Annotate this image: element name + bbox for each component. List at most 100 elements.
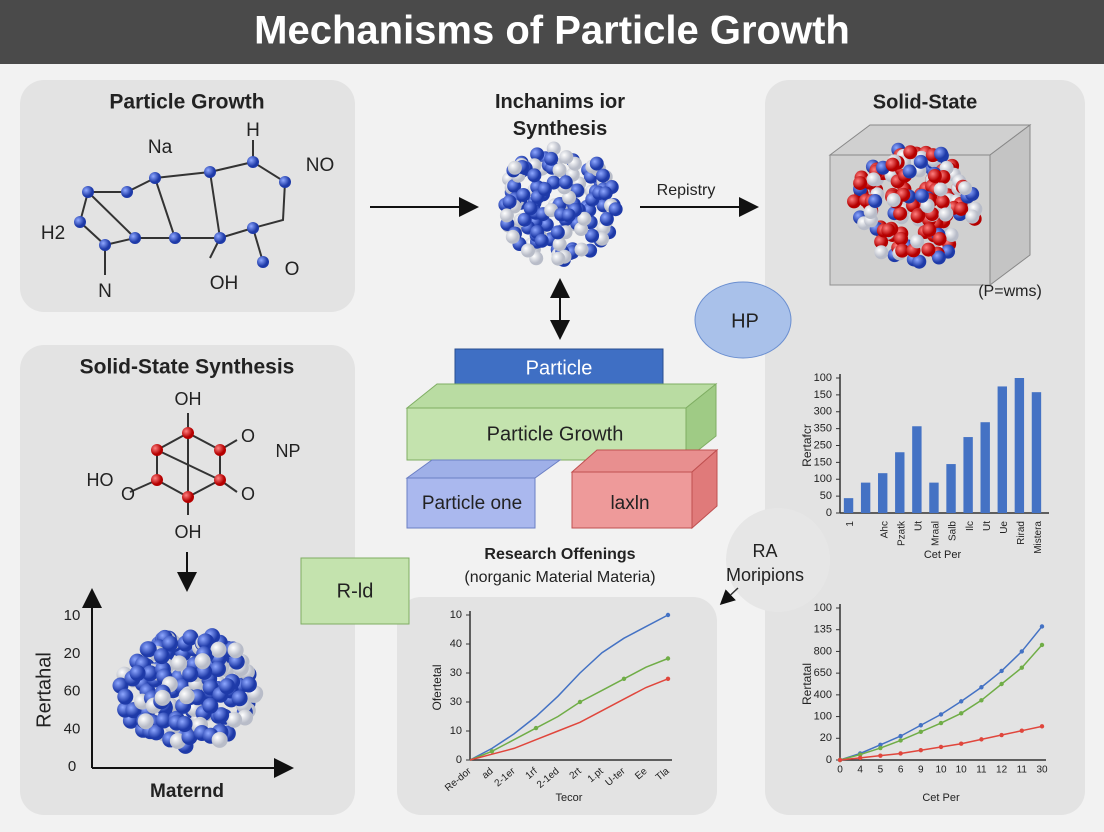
- bar: [878, 473, 888, 513]
- point: [533, 725, 539, 731]
- point: [665, 612, 671, 618]
- x-tick-label: 4: [857, 765, 863, 776]
- sphere: [227, 642, 244, 659]
- y-tick-label: 50: [820, 490, 832, 502]
- block: [406, 477, 536, 529]
- line: [469, 678, 669, 761]
- sphere: [589, 156, 604, 171]
- x-tick-label: 6: [898, 765, 904, 776]
- bar: [963, 437, 973, 513]
- bar: [929, 482, 939, 513]
- sphere: [137, 713, 154, 730]
- point: [898, 738, 903, 743]
- y-tick-label: 800: [814, 645, 832, 657]
- sphere: [197, 633, 214, 650]
- bubble-label: HP: [731, 310, 759, 332]
- sphere: [552, 163, 567, 178]
- sphere: [521, 243, 536, 258]
- line: [469, 614, 669, 761]
- sphere: [219, 678, 236, 695]
- x-axis-title: Tecor: [556, 792, 583, 804]
- block: [571, 471, 693, 529]
- point: [959, 711, 964, 716]
- sphere: [209, 661, 226, 678]
- x-tick-label: 10: [956, 765, 968, 776]
- y-tick-label: 30: [450, 696, 462, 708]
- point: [837, 757, 843, 763]
- sphere: [934, 146, 949, 161]
- sphere: [530, 147, 545, 162]
- sphere: [154, 689, 171, 706]
- atom-label: H2: [41, 223, 65, 244]
- bar: [1031, 392, 1042, 513]
- sphere: [932, 231, 947, 246]
- x-axis-title: Cet Per: [922, 792, 960, 804]
- sphere: [922, 222, 937, 237]
- atom-label: O: [241, 484, 255, 504]
- point: [577, 699, 583, 705]
- sphere: [863, 204, 878, 219]
- x-tick-label: Pzatk: [896, 520, 907, 546]
- y-tick-label: 10: [450, 725, 462, 737]
- x-tick-label: 1: [845, 521, 856, 527]
- atom-label: NP: [275, 441, 300, 461]
- x-tick-label: 10: [935, 765, 947, 776]
- bubble: [726, 508, 830, 612]
- axis-title: Maternd: [150, 781, 224, 802]
- sphere: [598, 186, 613, 201]
- point: [489, 749, 495, 754]
- sphere: [585, 228, 600, 243]
- page-title: Mechanisms of Particle Growth: [254, 9, 850, 53]
- point: [1039, 624, 1045, 629]
- point: [938, 744, 944, 750]
- bar: [1014, 378, 1025, 513]
- arrow: [719, 587, 739, 606]
- sphere: [847, 194, 862, 209]
- y-tick-label: 30: [450, 667, 462, 679]
- panel: [397, 597, 717, 815]
- panel-title: Solid-State: [873, 91, 977, 113]
- axis-label: 10: [64, 607, 81, 624]
- axis-title: Rertahal: [33, 652, 55, 728]
- sphere: [902, 164, 917, 179]
- point: [959, 741, 964, 746]
- block-label: Particle Growth: [487, 423, 624, 445]
- crystal-box: [828, 124, 1032, 286]
- sphere: [577, 211, 592, 226]
- sphere: [527, 168, 542, 183]
- sphere: [537, 182, 552, 197]
- point: [878, 753, 883, 758]
- point: [999, 681, 1004, 687]
- axis-label: 0: [68, 758, 76, 775]
- axis-label: 40: [64, 720, 81, 737]
- sphere: [544, 151, 559, 166]
- sphere: [874, 245, 889, 260]
- sphere: [552, 237, 567, 252]
- sphere: [910, 209, 925, 224]
- point: [979, 698, 984, 703]
- y-tick-label: 650: [814, 667, 832, 679]
- sphere: [213, 707, 230, 724]
- y-tick-label: 150: [814, 456, 832, 468]
- y-tick-label: 135: [814, 624, 832, 636]
- x-tick-label: 12: [996, 765, 1008, 776]
- molecule: [129, 413, 238, 515]
- sphere: [182, 666, 199, 683]
- sphere: [551, 251, 566, 266]
- point: [959, 699, 964, 704]
- side-box: [300, 557, 410, 625]
- sphere: [866, 172, 881, 187]
- sphere: [868, 194, 883, 209]
- sphere: [894, 231, 909, 246]
- block-top: [405, 459, 562, 479]
- sphere: [913, 154, 928, 169]
- point: [858, 755, 863, 761]
- molecule: [74, 140, 291, 275]
- sphere: [194, 653, 211, 670]
- point: [1019, 728, 1024, 733]
- atom-label: H: [246, 120, 260, 141]
- point: [1019, 665, 1024, 670]
- x-tick-label: 0: [837, 765, 843, 776]
